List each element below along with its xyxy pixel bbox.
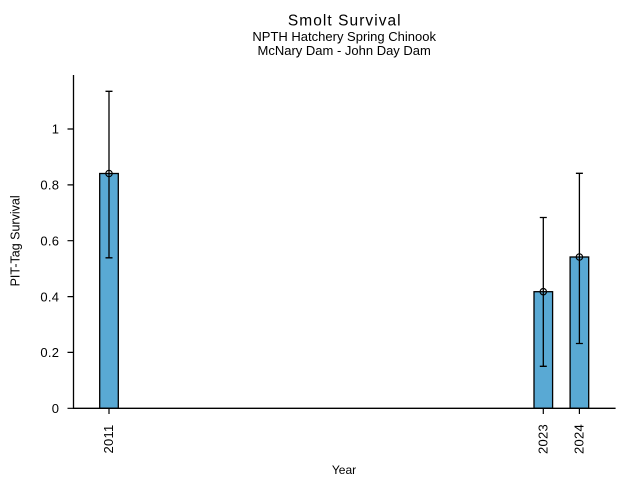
svg-text:0.2: 0.2 <box>40 345 59 360</box>
svg-text:NPTH Hatchery Spring Chinook: NPTH Hatchery Spring Chinook <box>252 29 436 44</box>
svg-text:Smolt Survival: Smolt Survival <box>288 12 402 29</box>
svg-text:2024: 2024 <box>572 424 587 454</box>
svg-text:Year: Year <box>332 463 356 477</box>
svg-text:0.4: 0.4 <box>40 289 59 304</box>
svg-text:2023: 2023 <box>536 424 551 454</box>
svg-text:0: 0 <box>52 401 59 416</box>
svg-text:0.6: 0.6 <box>40 233 59 248</box>
svg-text:0.8: 0.8 <box>40 178 59 193</box>
svg-text:PIT-Tag Survival: PIT-Tag Survival <box>9 195 23 286</box>
svg-text:McNary Dam - John Day Dam: McNary Dam - John Day Dam <box>258 43 431 58</box>
svg-text:1: 1 <box>52 122 59 137</box>
svg-text:2011: 2011 <box>101 425 116 454</box>
